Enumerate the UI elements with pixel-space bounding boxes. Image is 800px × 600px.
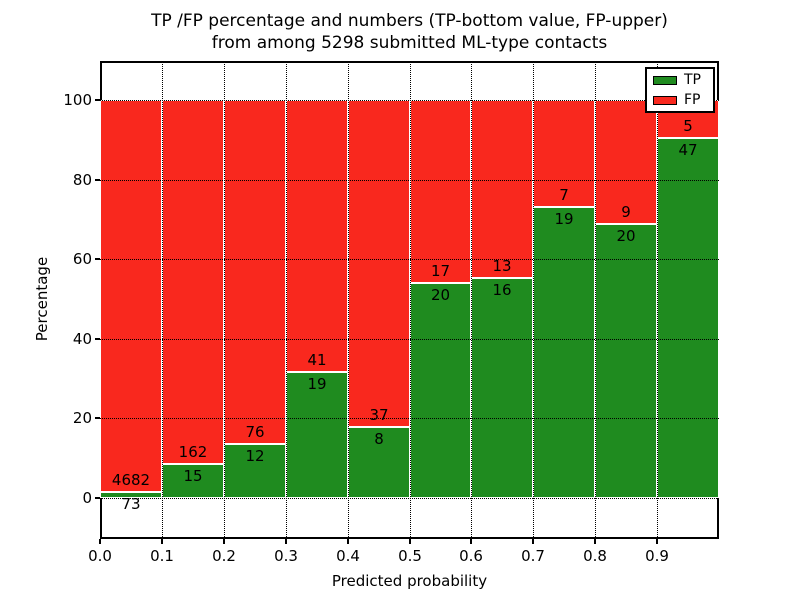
horizontal-gridline xyxy=(100,498,719,499)
bar-value-tp: 47 xyxy=(678,141,698,159)
legend-label-fp: FP xyxy=(684,92,701,108)
bar-segment-tp xyxy=(410,283,471,498)
bar-segment-fp xyxy=(410,100,471,283)
x-tick-mark xyxy=(656,539,658,544)
plot-area: 4682 73 162 15 76 12 41 19 37 8 17 20 13 16 7 19 9 20 5 47 T… xyxy=(100,61,719,539)
vertical-gridline xyxy=(348,61,349,539)
x-tick-label: 0.6 xyxy=(459,547,483,565)
legend: TP FP xyxy=(645,67,715,113)
bar-value-tp: 12 xyxy=(245,447,265,465)
x-tick-mark xyxy=(532,539,534,544)
y-tick-label: 40 xyxy=(72,330,92,348)
vertical-gridline xyxy=(224,61,225,539)
y-tick-mark xyxy=(95,417,100,419)
x-tick-mark xyxy=(409,539,411,544)
bar-segment-fp xyxy=(595,100,657,224)
bar-segment-tp xyxy=(100,492,162,498)
x-axis-label: Predicted probability xyxy=(331,572,488,590)
bar-segment-tp xyxy=(286,372,348,498)
x-tick-label: 0.8 xyxy=(583,547,607,565)
bar-segment-fp xyxy=(286,100,348,372)
x-tick-label: 0.7 xyxy=(521,547,545,565)
y-tick-label: 20 xyxy=(72,409,92,427)
y-tick-mark xyxy=(95,99,100,101)
x-tick-mark xyxy=(223,539,225,544)
x-tick-label: 0.3 xyxy=(274,547,298,565)
y-tick-label: 100 xyxy=(63,91,92,109)
x-tick-mark xyxy=(285,539,287,544)
bar-value-tp: 8 xyxy=(374,430,384,448)
x-tick-label: 0.2 xyxy=(212,547,236,565)
bar-value-fp: 76 xyxy=(245,423,265,441)
x-tick-label: 0.9 xyxy=(645,547,669,565)
y-tick-label: 60 xyxy=(72,250,92,268)
bar-segment-tp xyxy=(533,207,595,498)
bar-value-tp: 19 xyxy=(554,210,574,228)
bar-segment-fp xyxy=(348,100,410,427)
legend-entry: FP xyxy=(653,93,707,107)
legend-swatch-tp xyxy=(653,75,677,85)
bar-segment-tp xyxy=(657,138,719,498)
bar-segment-tp xyxy=(162,464,224,498)
bar-segment-fp xyxy=(471,100,533,278)
bar-segment-tp xyxy=(595,224,657,498)
x-tick-mark xyxy=(99,539,101,544)
x-tick-label: 0.1 xyxy=(150,547,174,565)
x-tick-mark xyxy=(594,539,596,544)
bar-value-tp: 15 xyxy=(183,467,203,485)
bar-value-fp: 4682 xyxy=(111,471,151,489)
x-tick-mark xyxy=(470,539,472,544)
bar-value-fp: 41 xyxy=(307,351,327,369)
vertical-gridline xyxy=(533,61,534,539)
legend-swatch-fp xyxy=(653,95,677,105)
x-tick-mark xyxy=(161,539,163,544)
vertical-gridline xyxy=(410,61,411,539)
legend-entry: TP xyxy=(653,73,707,87)
legend-label-tp: TP xyxy=(684,72,701,88)
bar-segment-tp xyxy=(471,278,533,498)
chart-title-line2: from among 5298 submitted ML-type contac… xyxy=(211,33,608,53)
horizontal-gridline xyxy=(100,180,719,181)
y-tick-label: 80 xyxy=(72,171,92,189)
vertical-gridline xyxy=(657,61,658,539)
horizontal-gridline xyxy=(100,259,719,260)
vertical-gridline xyxy=(286,61,287,539)
bar-segment-fp xyxy=(100,100,162,492)
bar-value-fp: 5 xyxy=(683,117,693,135)
x-tick-label: 0.0 xyxy=(88,547,112,565)
bar-segment-fp xyxy=(162,100,224,464)
x-tick-mark xyxy=(347,539,349,544)
bar-value-fp: 162 xyxy=(178,443,208,461)
vertical-gridline xyxy=(595,61,596,539)
bar-value-tp: 20 xyxy=(430,286,451,304)
y-tick-mark xyxy=(95,258,100,260)
bar-value-fp: 7 xyxy=(559,186,569,204)
vertical-gridline xyxy=(471,61,472,539)
bar-value-fp: 9 xyxy=(621,203,631,221)
chart-title: TP /FP percentage and numbers (TP-bottom… xyxy=(100,10,719,54)
vertical-gridline xyxy=(162,61,163,539)
bar-segment-tp xyxy=(348,427,410,498)
y-tick-mark xyxy=(95,338,100,340)
bar-value-tp: 19 xyxy=(307,375,327,393)
bar-value-fp: 37 xyxy=(369,406,389,424)
y-tick-label: 0 xyxy=(82,489,92,507)
bar-value-fp: 17 xyxy=(430,262,451,280)
horizontal-gridline xyxy=(100,418,719,419)
horizontal-gridline xyxy=(100,339,719,340)
chart-title-line1: TP /FP percentage and numbers (TP-bottom… xyxy=(151,11,668,31)
bar-value-tp: 73 xyxy=(121,495,141,513)
horizontal-gridline xyxy=(100,100,719,101)
bar-value-tp: 20 xyxy=(616,227,636,245)
bar-value-tp: 16 xyxy=(492,281,512,299)
x-tick-label: 0.5 xyxy=(398,547,422,565)
y-tick-mark xyxy=(95,497,100,499)
x-tick-label: 0.4 xyxy=(336,547,360,565)
y-tick-mark xyxy=(95,179,100,181)
bar-value-fp: 13 xyxy=(492,257,512,275)
bar-segment-fp xyxy=(224,100,286,444)
